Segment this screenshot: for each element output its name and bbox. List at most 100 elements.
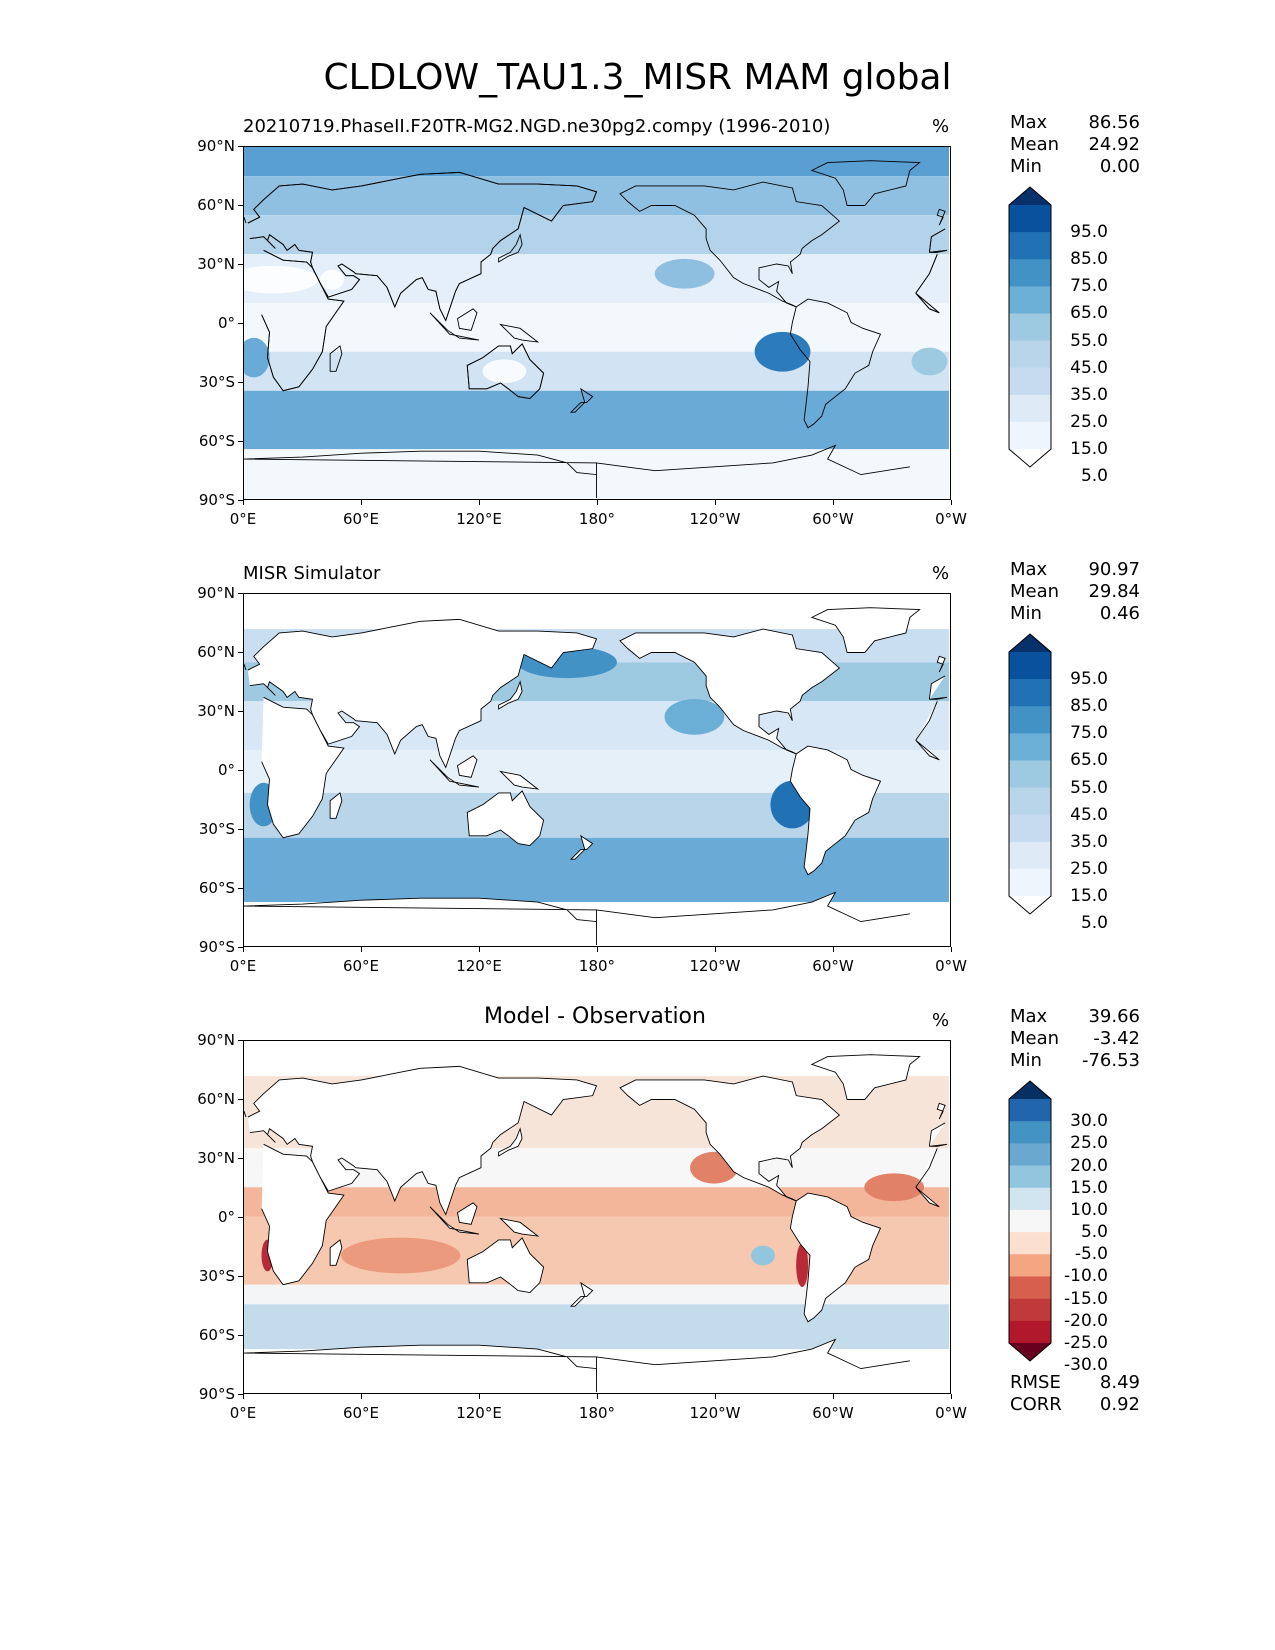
lat-tick-label: 90°S [198, 491, 235, 509]
stat-row: Min -76.53 [1010, 1050, 1140, 1072]
lat-tick-label: 30°N [197, 1149, 235, 1167]
stat-value: 90.97 [1088, 559, 1140, 580]
colorbar-label: 55.0 [1070, 330, 1108, 351]
coastline-madagascar [329, 1239, 343, 1266]
lon-tick-label: 0°W [935, 510, 967, 528]
coastline-uk [244, 655, 946, 673]
stats-block: Max 86.56 Mean 24.92 Min 0.00 [1010, 112, 1140, 178]
lat-tick-mark [238, 264, 243, 265]
panel-title: 20210719.PhaseII.F20TR-MG2.NGD.ne30pg2.c… [243, 116, 831, 137]
colorbar [1008, 186, 1052, 468]
error-stats-block: RMSE 8.49 CORR 0.92 [1010, 1372, 1140, 1416]
colorbar-segment [1009, 1254, 1051, 1277]
stat-row: CORR 0.92 [1010, 1394, 1140, 1416]
field-land-sahara [244, 265, 319, 294]
colorbar-segment [1009, 868, 1051, 897]
field-band-subtropic-north [244, 254, 949, 303]
stat-row: Mean -3.42 [1010, 1028, 1140, 1050]
stat-row: Max 90.97 [1010, 559, 1140, 581]
colorbar-extend-min [1009, 449, 1051, 467]
stat-row: Mean 29.84 [1010, 581, 1140, 603]
lat-tick-label: 90°N [197, 584, 235, 602]
field-band-southern-ocean [244, 1304, 949, 1350]
colorbar-segment [1009, 1187, 1051, 1211]
lon-tick-label: 0°E [229, 957, 257, 975]
lon-tick-mark [479, 500, 480, 505]
colorbar-label: -15.0 [1064, 1288, 1108, 1309]
lat-tick-mark [238, 500, 243, 501]
colorbar-label: -25.0 [1064, 1333, 1108, 1353]
colorbar-label: -20.0 [1064, 1310, 1108, 1331]
field-band-tropics [244, 303, 949, 352]
colorbar-segment [1009, 652, 1051, 680]
coastline-namerica [619, 181, 841, 308]
coastline-uk [244, 1102, 946, 1120]
lon-tick-mark [951, 947, 952, 952]
colorbar-segment [1009, 841, 1051, 870]
stats-block: Max 90.97 Mean 29.84 Min 0.46 [1010, 559, 1140, 625]
colorbar-label: 65.0 [1070, 303, 1108, 324]
coastline-borneo [456, 755, 478, 778]
coastline-greenland [810, 1054, 921, 1100]
field-band-southern-ocean [244, 390, 949, 450]
field-chile-coast-bias [796, 1243, 809, 1288]
lon-tick-label: 120°E [456, 957, 502, 975]
lon-tick-mark [833, 1394, 834, 1399]
colorbar-label: 30.0 [1070, 1111, 1108, 1132]
stat-label: Mean [1010, 1028, 1060, 1049]
lat-tick-label: 90°N [197, 137, 235, 155]
lon-tick-label: 120°W [689, 957, 741, 975]
field-band-midlat-south [244, 1284, 949, 1305]
stat-value: 86.56 [1088, 112, 1140, 133]
colorbar-segment [1009, 1099, 1051, 1122]
field-land-australia-interior [482, 359, 527, 384]
coastline-borneo [456, 308, 478, 331]
stat-row: Mean 24.92 [1010, 134, 1140, 156]
colorbar-segment [1009, 814, 1051, 843]
coastline-samerica [789, 745, 882, 876]
lat-tick-label: 30°S [198, 1267, 235, 1285]
lon-tick-mark [597, 1394, 598, 1399]
lat-tick-mark [238, 652, 243, 653]
coastline-australia [466, 1237, 545, 1294]
colorbar-segment [1009, 340, 1051, 369]
colorbar-segment [1009, 733, 1051, 761]
field-california-stratocumulus [654, 258, 715, 289]
colorbar-label: 85.0 [1070, 696, 1108, 717]
coastline-overlay-europe_asia [247, 171, 948, 322]
stat-label: Mean [1010, 581, 1060, 602]
colorbar-segment [1009, 1298, 1051, 1322]
lat-tick-mark [238, 711, 243, 712]
lat-tick-label: 90°N [197, 1031, 235, 1049]
coastline-europe_asia [247, 1065, 948, 1216]
lat-tick-label: 0° [217, 1208, 235, 1226]
colorbar-segment [1009, 1209, 1051, 1233]
coastline-antarctica [244, 1338, 910, 1392]
lon-tick-label: 120°W [689, 1404, 741, 1422]
lon-tick-mark [243, 1394, 244, 1399]
colorbar-label: 75.0 [1070, 723, 1108, 744]
colorbar-segment [1009, 1121, 1051, 1144]
lon-tick-mark [597, 947, 598, 952]
lon-tick-mark [715, 500, 716, 505]
colorbar-label: 65.0 [1070, 750, 1108, 771]
map-field [244, 147, 949, 498]
colorbar-label: 5.0 [1080, 913, 1108, 934]
stat-value: -76.53 [1081, 1050, 1140, 1071]
stat-row: Max 86.56 [1010, 112, 1140, 134]
stat-label: Min [1010, 603, 1042, 624]
coastline-nz [569, 1281, 594, 1307]
colorbar-label: 85.0 [1070, 249, 1108, 270]
field-namibia-stratocumulus [244, 337, 270, 378]
stat-label: Min [1010, 156, 1042, 177]
coastline-newguinea [499, 770, 540, 790]
colorbar-label: 5.0 [1080, 466, 1108, 487]
colorbar-extend-min [1009, 896, 1051, 914]
stat-row: Min 0.00 [1010, 156, 1140, 178]
stat-label: Mean [1010, 134, 1060, 155]
map-field [244, 1041, 949, 1392]
colorbar-segment [1009, 286, 1051, 314]
colorbar-segment [1009, 706, 1051, 734]
colorbar-label: 35.0 [1070, 384, 1108, 405]
lat-tick-label: 60°N [197, 196, 235, 214]
